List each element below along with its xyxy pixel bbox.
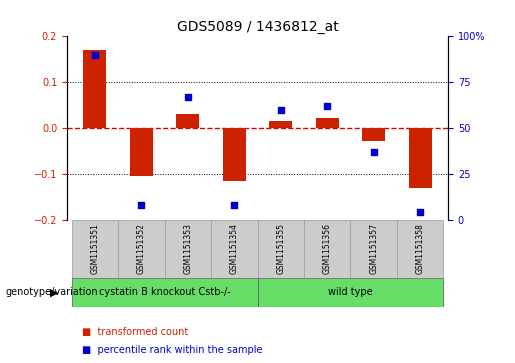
- Text: GSM1151357: GSM1151357: [369, 223, 378, 274]
- Bar: [176, 114, 199, 128]
- Point: [323, 103, 331, 109]
- Bar: [350, 220, 397, 278]
- Bar: [211, 220, 258, 278]
- Text: GSM1151356: GSM1151356: [323, 223, 332, 274]
- Text: ▶: ▶: [50, 287, 58, 297]
- Bar: [408, 128, 432, 188]
- Bar: [269, 121, 293, 128]
- Text: ■  transformed count: ■ transformed count: [82, 327, 188, 337]
- Bar: [304, 220, 350, 278]
- Bar: [222, 128, 246, 181]
- Bar: [165, 220, 211, 278]
- Bar: [118, 220, 165, 278]
- Point: [184, 94, 192, 100]
- Text: GSM1151354: GSM1151354: [230, 223, 239, 274]
- Point: [370, 149, 378, 155]
- Point: [277, 107, 285, 113]
- Text: wild type: wild type: [328, 287, 373, 297]
- Text: GSM1151353: GSM1151353: [183, 223, 192, 274]
- Bar: [130, 128, 153, 176]
- Bar: [72, 278, 258, 307]
- Bar: [72, 220, 118, 278]
- Text: cystatin B knockout Cstb-/-: cystatin B knockout Cstb-/-: [99, 287, 230, 297]
- Bar: [258, 278, 443, 307]
- Text: genotype/variation: genotype/variation: [5, 287, 98, 297]
- Point: [230, 202, 238, 208]
- Text: GSM1151355: GSM1151355: [276, 223, 285, 274]
- Point: [416, 209, 424, 215]
- Point: [91, 52, 99, 57]
- Text: GSM1151352: GSM1151352: [137, 223, 146, 274]
- Bar: [397, 220, 443, 278]
- Bar: [316, 118, 339, 128]
- Text: GSM1151358: GSM1151358: [416, 223, 425, 274]
- Text: GSM1151351: GSM1151351: [90, 223, 99, 274]
- Point: [137, 202, 145, 208]
- Bar: [258, 220, 304, 278]
- Text: ■  percentile rank within the sample: ■ percentile rank within the sample: [82, 345, 263, 355]
- Bar: [83, 50, 107, 128]
- Bar: [362, 128, 385, 141]
- Title: GDS5089 / 1436812_at: GDS5089 / 1436812_at: [177, 20, 338, 34]
